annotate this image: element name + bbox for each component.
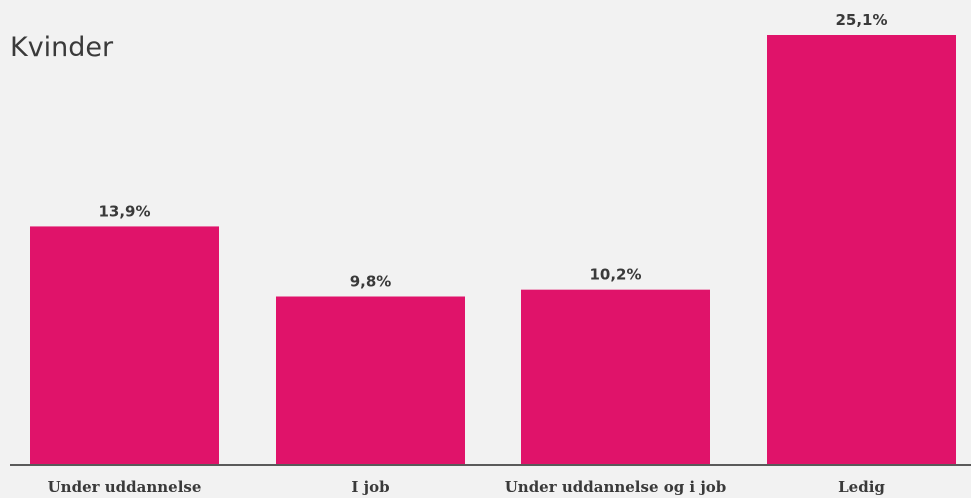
category-label: Under uddannelse og i job	[505, 478, 727, 496]
bar	[276, 296, 465, 464]
bar	[30, 226, 219, 464]
chart-title: Kvinder	[10, 32, 114, 63]
bar	[767, 35, 956, 464]
bars-group	[30, 35, 956, 464]
category-labels-group: Under uddannelse I job Under uddannelse og…	[48, 478, 886, 496]
bar-value-label: 10,2%	[589, 266, 641, 284]
bar	[521, 289, 710, 464]
category-label: Under uddannelse	[48, 478, 202, 496]
bar-value-label: 9,8%	[350, 273, 392, 291]
category-label: Ledig	[838, 478, 885, 496]
bar-value-label: 13,9%	[98, 202, 150, 220]
category-label: I job	[351, 478, 389, 496]
value-labels-group: 13,9% 9,8% 10,2% 25,1%	[98, 11, 887, 291]
bar-value-label: 25,1%	[835, 11, 887, 29]
